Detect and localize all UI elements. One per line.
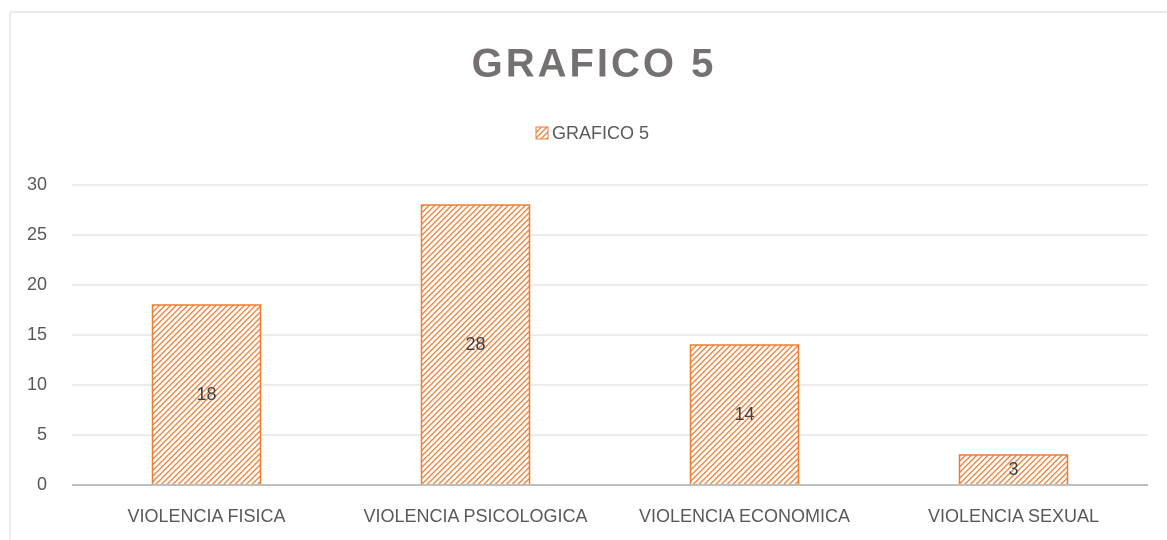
y-tick-label: 10 <box>27 374 47 394</box>
bar <box>420 204 531 486</box>
chart-title: GRAFICO 5 <box>472 42 717 86</box>
bar <box>151 304 262 486</box>
data-label: 14 <box>734 404 754 424</box>
y-tick-label: 25 <box>27 224 47 244</box>
x-tick-label: VIOLENCIA FISICA <box>127 506 285 526</box>
x-tick-label: VIOLENCIA ECONOMICA <box>639 506 850 526</box>
legend-swatch <box>535 126 549 140</box>
data-label: 28 <box>465 334 485 354</box>
data-label: 3 <box>1008 459 1018 479</box>
data-label: 18 <box>196 384 216 404</box>
x-tick-label: VIOLENCIA SEXUAL <box>928 506 1099 526</box>
y-tick-label: 5 <box>37 424 47 444</box>
bar <box>689 344 800 486</box>
chart-frame <box>9 11 1167 540</box>
x-tick-label: VIOLENCIA PSICOLOGICA <box>363 506 587 526</box>
y-tick-label: 30 <box>27 174 47 194</box>
bar <box>958 454 1069 486</box>
y-tick-label: 15 <box>27 324 47 344</box>
legend-label: GRAFICO 5 <box>552 123 649 143</box>
y-tick-label: 0 <box>37 474 47 494</box>
y-tick-label: 20 <box>27 274 47 294</box>
